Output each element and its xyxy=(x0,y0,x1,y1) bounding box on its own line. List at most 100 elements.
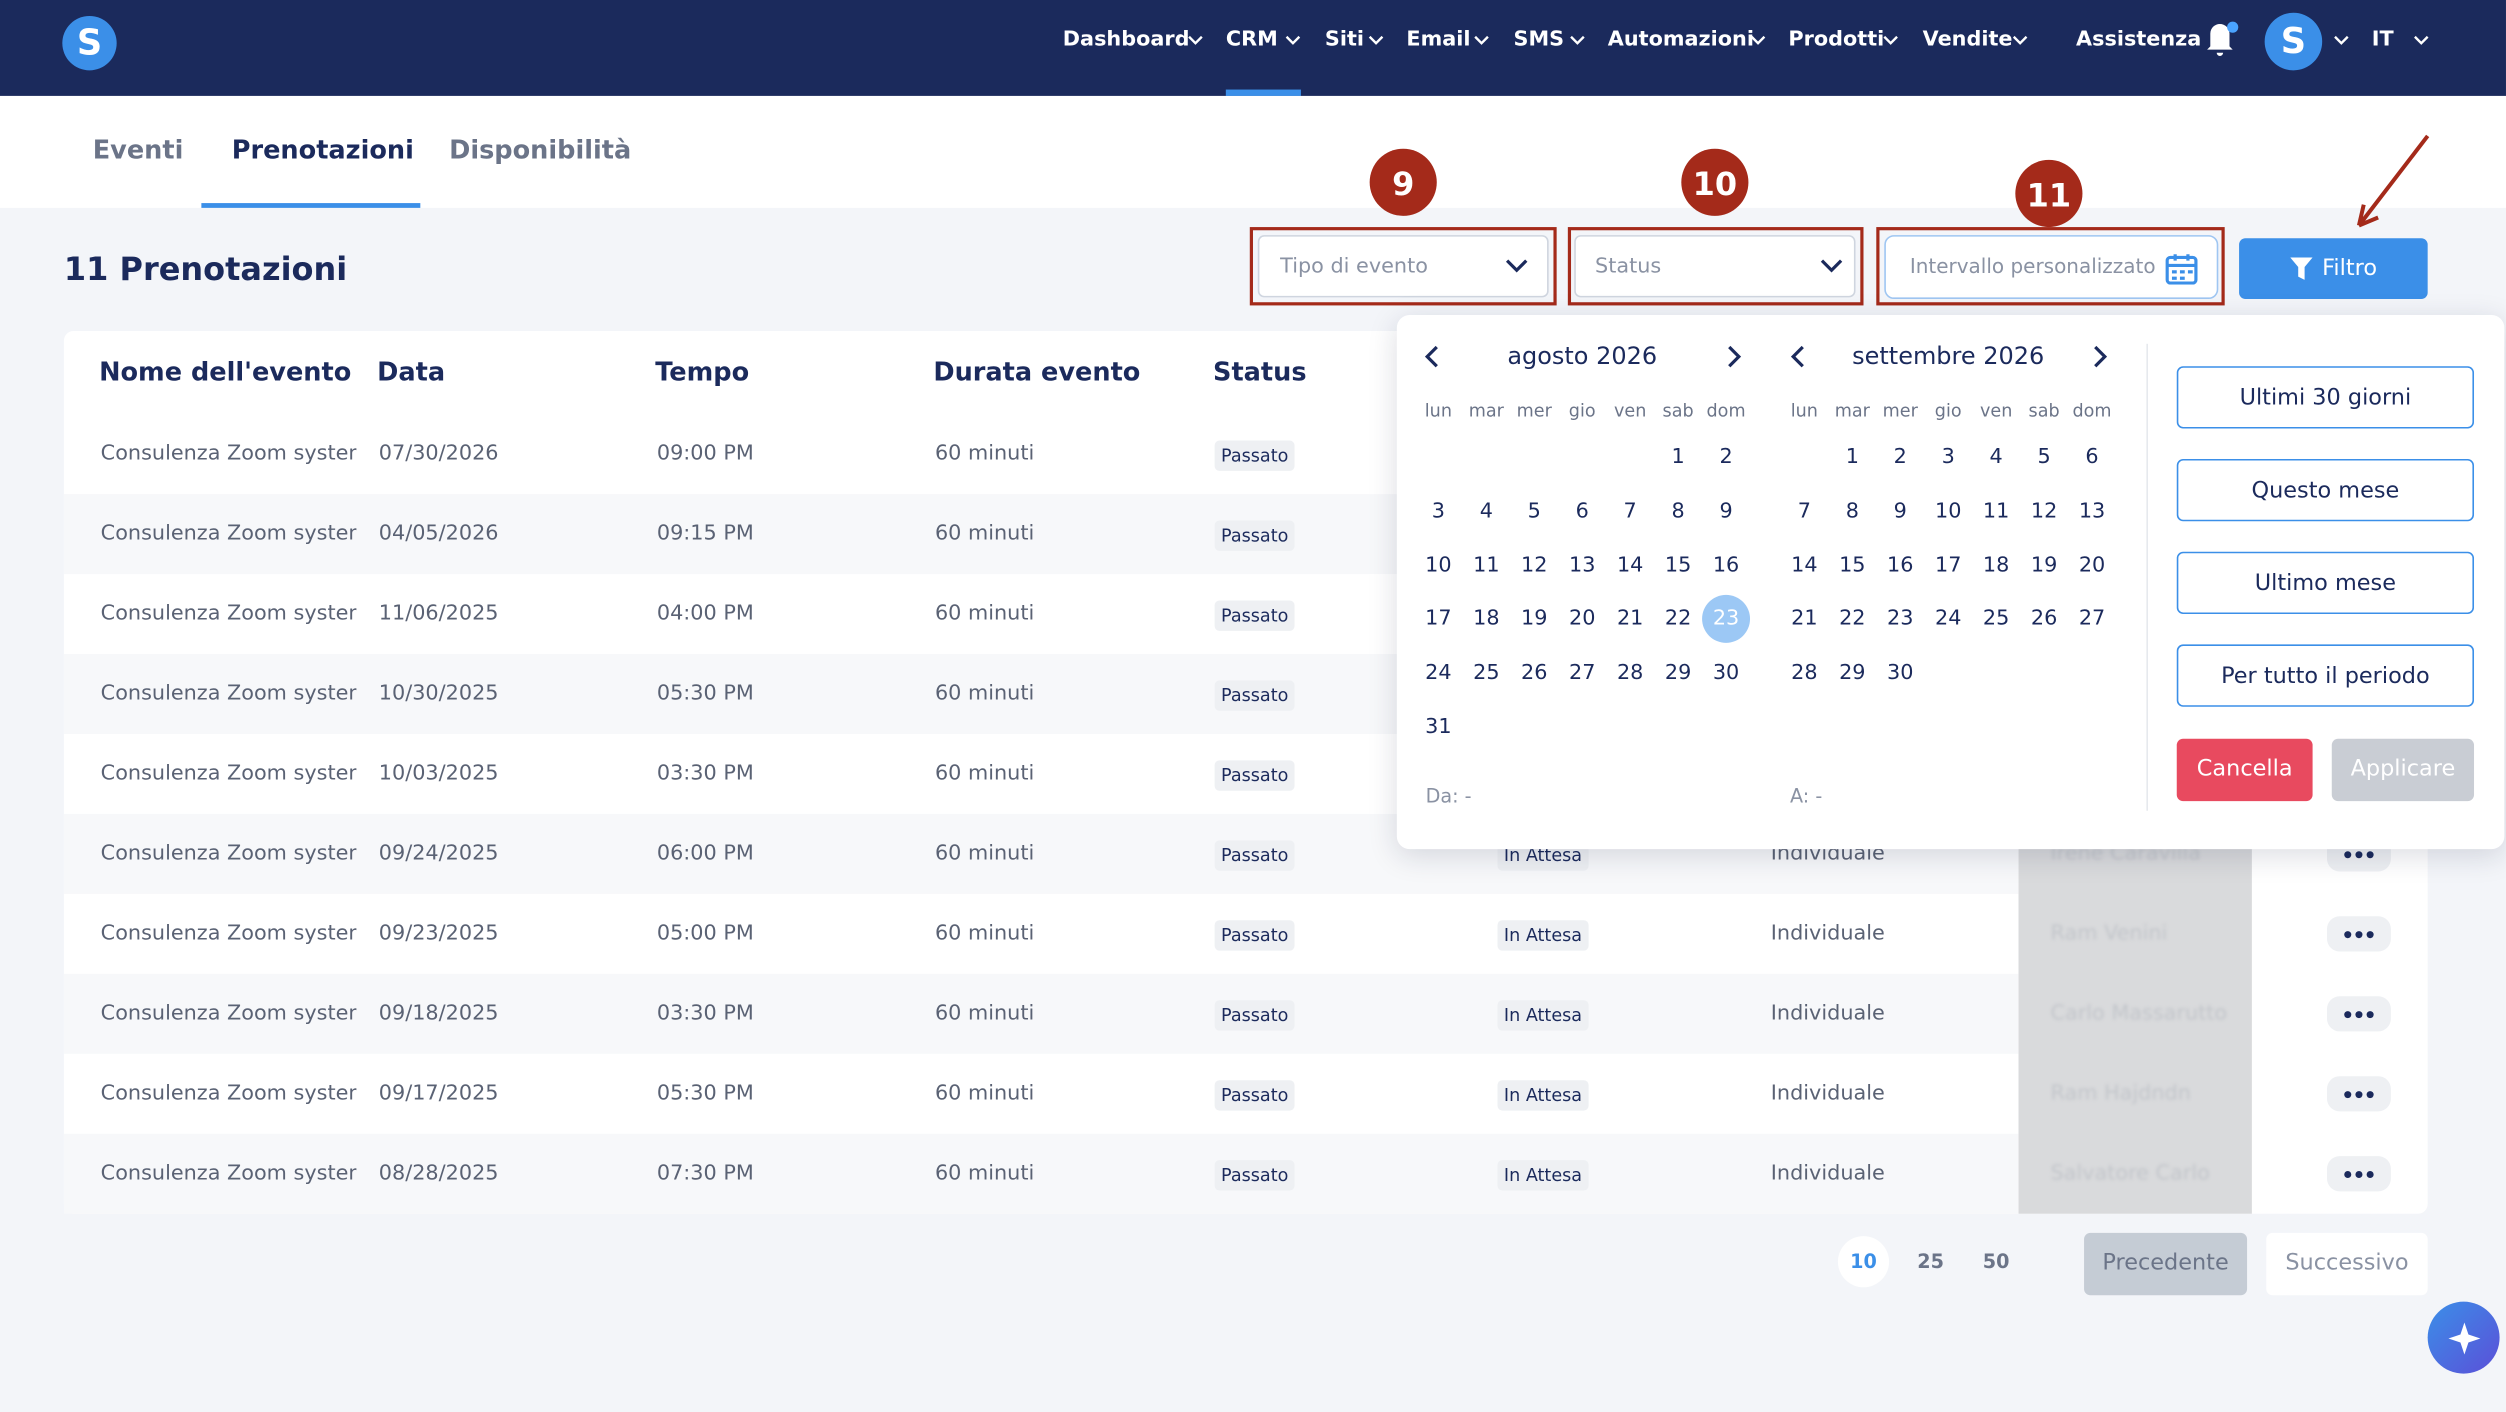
day[interactable]: 6 xyxy=(2085,445,2099,470)
weekday: gio xyxy=(1568,400,1596,422)
tab[interactable]: Eventi xyxy=(92,134,184,165)
day[interactable]: 2 xyxy=(1719,445,1733,470)
apply-button[interactable] xyxy=(2331,738,2475,802)
day[interactable]: 24 xyxy=(1934,607,1962,632)
day[interactable]: 31 xyxy=(1425,715,1452,740)
event-type-select[interactable] xyxy=(1257,235,1549,298)
day[interactable]: 12 xyxy=(2030,499,2058,524)
day[interactable]: 15 xyxy=(1839,553,1866,578)
nav-item[interactable]: Siti xyxy=(1324,27,1365,52)
weekday: gio xyxy=(1934,400,1962,422)
page-size[interactable]: 10 xyxy=(1850,1250,1877,1273)
day[interactable]: 16 xyxy=(1712,553,1740,578)
preset-button[interactable] xyxy=(2176,366,2475,429)
tab[interactable]: Disponibilità xyxy=(449,134,632,165)
day[interactable]: 9 xyxy=(1719,499,1733,524)
day[interactable]: 27 xyxy=(2078,607,2106,632)
day[interactable]: 14 xyxy=(1791,553,1818,578)
day[interactable]: 3 xyxy=(1431,499,1445,524)
nav-item[interactable]: Dashboard xyxy=(1062,27,1190,52)
cancel-button[interactable] xyxy=(2176,738,2313,802)
day[interactable]: 13 xyxy=(1568,553,1596,578)
day[interactable]: 15 xyxy=(1664,553,1692,578)
day[interactable]: 8 xyxy=(1671,499,1685,524)
prev-month[interactable] xyxy=(1790,345,1806,368)
day[interactable]: 20 xyxy=(1568,607,1596,632)
day[interactable]: 7 xyxy=(1623,499,1637,524)
day[interactable]: 1 xyxy=(1671,445,1685,470)
day[interactable]: 9 xyxy=(1893,499,1907,524)
day[interactable]: 28 xyxy=(1791,661,1818,686)
nav-item[interactable]: Prodotti xyxy=(1788,27,1885,52)
day[interactable]: 13 xyxy=(2078,499,2106,524)
day[interactable]: 25 xyxy=(1473,661,1500,686)
day[interactable]: 22 xyxy=(1839,607,1866,632)
day[interactable]: 6 xyxy=(1575,499,1589,524)
day[interactable]: 5 xyxy=(2037,445,2051,470)
day[interactable]: 23 xyxy=(1712,607,1740,632)
nav-help[interactable]: Assistenza xyxy=(2076,27,2202,52)
day[interactable]: 11 xyxy=(1982,499,2010,524)
day[interactable]: 4 xyxy=(1989,445,2003,470)
day[interactable]: 20 xyxy=(2078,553,2106,578)
day[interactable]: 30 xyxy=(1887,661,1914,686)
preset-button[interactable] xyxy=(2176,551,2475,615)
preset-button[interactable] xyxy=(2176,458,2475,522)
day[interactable]: 10 xyxy=(1425,553,1452,578)
day[interactable]: 29 xyxy=(1664,661,1692,686)
nav-item[interactable]: SMS xyxy=(1513,27,1565,52)
day[interactable]: 10 xyxy=(1934,499,1962,524)
next-button[interactable] xyxy=(2266,1232,2428,1296)
day[interactable]: 22 xyxy=(1664,607,1692,632)
page-size[interactable]: 50 xyxy=(1982,1250,2010,1273)
nav-item[interactable]: Email xyxy=(1406,27,1471,52)
day[interactable]: 7 xyxy=(1797,499,1811,524)
avatar[interactable] xyxy=(2264,12,2323,71)
day[interactable]: 17 xyxy=(1934,553,1962,578)
day[interactable]: 19 xyxy=(1521,607,1548,632)
annotation-arrow xyxy=(2356,134,2430,228)
sparkle-icon xyxy=(2448,1322,2481,1355)
day[interactable]: 19 xyxy=(2030,553,2058,578)
day[interactable]: 5 xyxy=(1527,499,1541,524)
day[interactable]: 23 xyxy=(1887,607,1914,632)
nav-item[interactable]: Vendite xyxy=(1922,27,2013,52)
day[interactable]: 24 xyxy=(1425,661,1452,686)
filter-button[interactable] xyxy=(2239,238,2428,300)
day[interactable]: 18 xyxy=(1982,553,2010,578)
day[interactable]: 21 xyxy=(1791,607,1818,632)
day[interactable]: 17 xyxy=(1425,607,1452,632)
day[interactable]: 29 xyxy=(1839,661,1866,686)
next-month[interactable] xyxy=(2092,345,2108,368)
day[interactable]: 4 xyxy=(1479,499,1493,524)
nav-item[interactable]: CRM xyxy=(1225,27,1278,52)
prev-month[interactable] xyxy=(1424,345,1440,368)
day[interactable]: 1 xyxy=(1845,445,1859,470)
day[interactable]: 12 xyxy=(1521,553,1548,578)
day[interactable]: 2 xyxy=(1893,445,1907,470)
day[interactable]: 21 xyxy=(1616,607,1644,632)
day[interactable]: 8 xyxy=(1845,499,1859,524)
day[interactable]: 30 xyxy=(1712,661,1740,686)
day[interactable]: 14 xyxy=(1616,553,1644,578)
tab[interactable]: Prenotazioni xyxy=(231,134,414,165)
day[interactable]: 25 xyxy=(1982,607,2010,632)
nav-item[interactable]: Automazioni xyxy=(1607,27,1754,52)
status-select[interactable] xyxy=(1574,235,1856,298)
day[interactable]: 27 xyxy=(1568,661,1596,686)
date-range-input[interactable] xyxy=(1884,235,2219,300)
language[interactable]: IT xyxy=(2371,27,2394,52)
day[interactable]: 26 xyxy=(1521,661,1548,686)
next-month[interactable] xyxy=(1726,345,1742,368)
day[interactable]: 11 xyxy=(1473,553,1500,578)
bell-icon[interactable] xyxy=(2207,23,2233,56)
previous-button[interactable] xyxy=(2084,1232,2248,1296)
page-size-active[interactable] xyxy=(1837,1236,1890,1288)
day[interactable]: 3 xyxy=(1941,445,1955,470)
preset-button[interactable] xyxy=(2176,644,2475,707)
day[interactable]: 18 xyxy=(1473,607,1500,632)
day[interactable]: 28 xyxy=(1616,661,1644,686)
day[interactable]: 26 xyxy=(2030,607,2058,632)
day[interactable]: 16 xyxy=(1887,553,1914,578)
page-size[interactable]: 25 xyxy=(1917,1250,1944,1273)
